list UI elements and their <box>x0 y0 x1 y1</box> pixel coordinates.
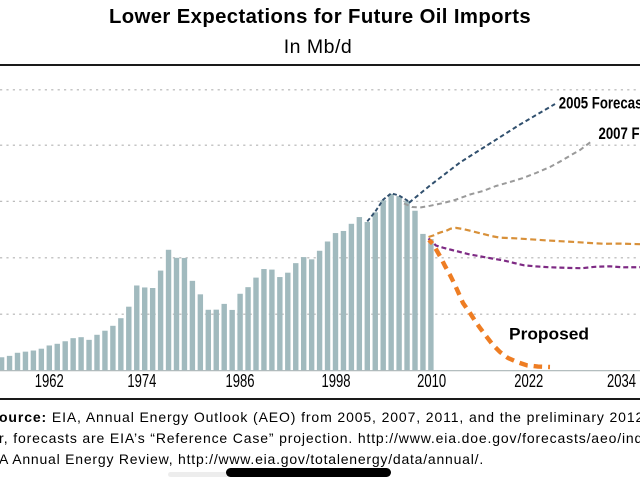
svg-text:Proposed: Proposed <box>509 325 589 344</box>
svg-text:2005 Forecast: 2005 Forecast <box>559 93 640 112</box>
svg-text:2010: 2010 <box>417 370 446 391</box>
svg-text:1962: 1962 <box>35 370 64 391</box>
svg-text:2007 Forecast: 2007 Forecast <box>599 124 640 143</box>
svg-text:1974: 1974 <box>127 370 156 391</box>
svg-text:1986: 1986 <box>226 370 255 391</box>
svg-text:2034: 2034 <box>607 370 636 391</box>
svg-text:2022: 2022 <box>514 370 543 391</box>
svg-text:1998: 1998 <box>322 370 351 391</box>
